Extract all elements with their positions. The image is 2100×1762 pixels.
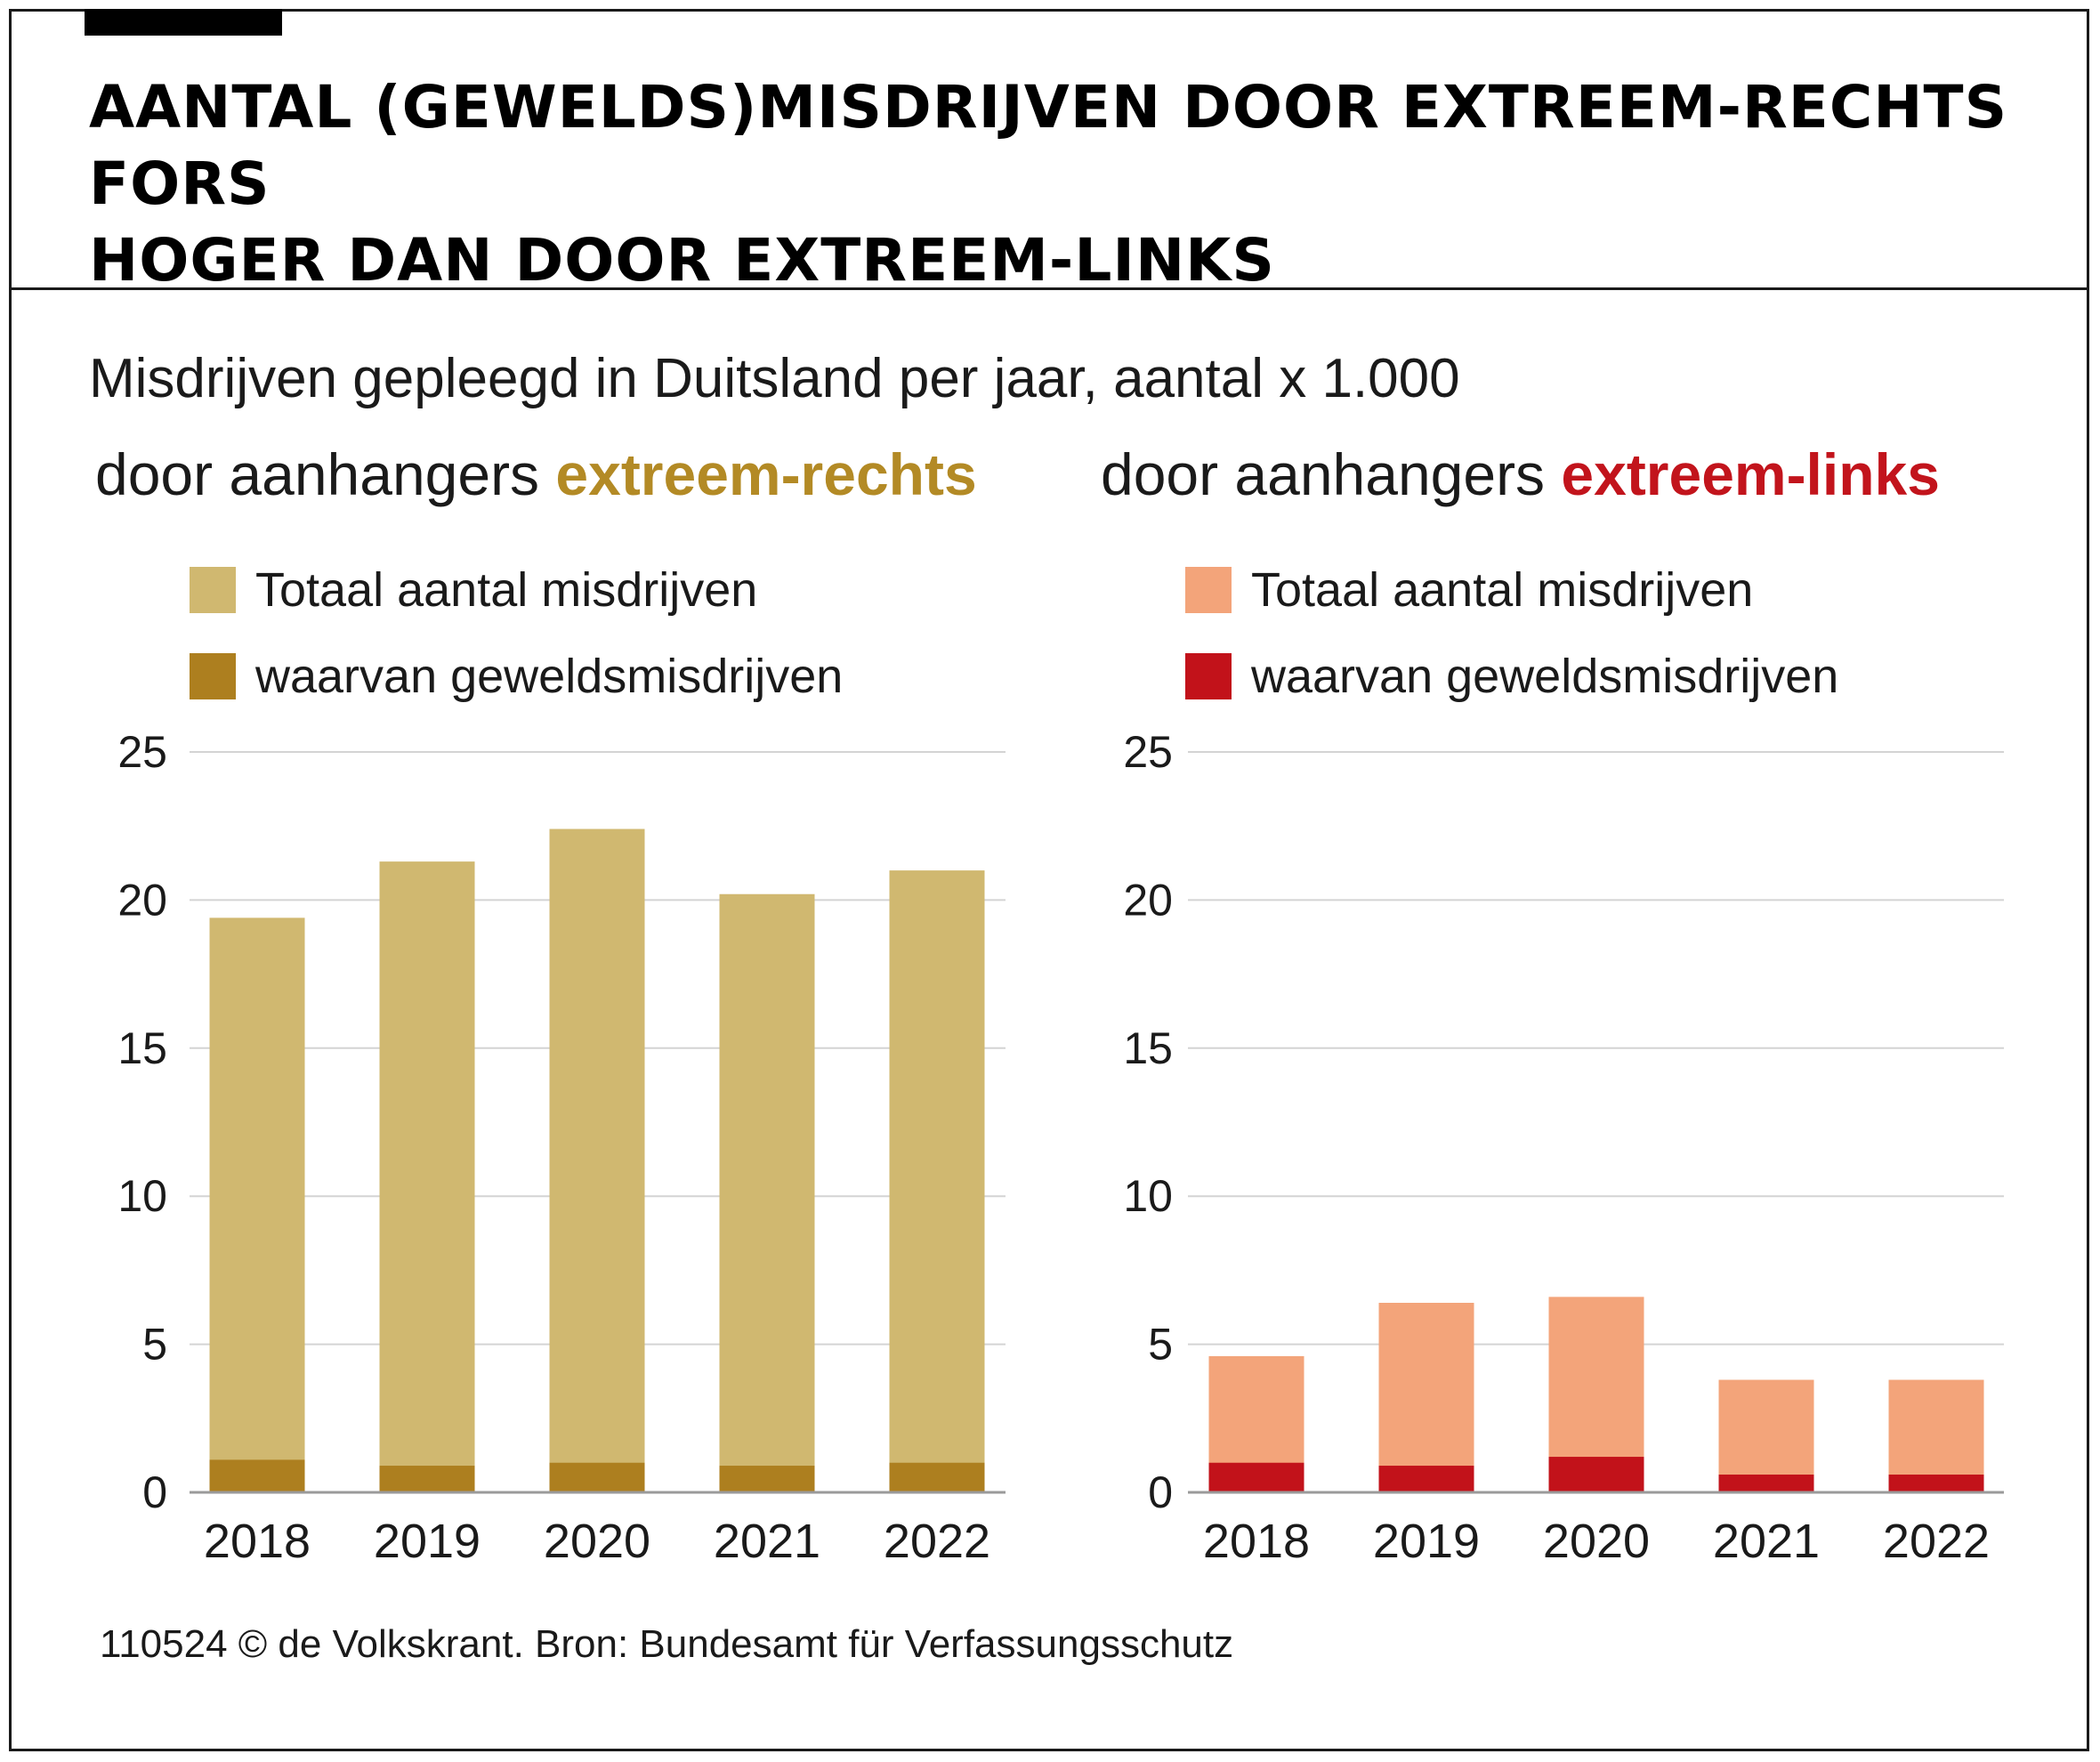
y-tick-label: 20	[1123, 875, 1173, 925]
x-tick-label: 2018	[1203, 1515, 1310, 1568]
legend-label-violent: waarvan geweldsmisdrijven	[1251, 650, 1839, 703]
legend-label-violent: waarvan geweldsmisdrijven	[255, 650, 844, 703]
legend-swatch-violent	[190, 653, 236, 699]
bar-violent-2020	[549, 1462, 645, 1492]
legend-swatch-total	[1185, 567, 1232, 613]
bar-total-2021	[719, 893, 815, 1492]
chart-title-line: HOGER DAN DOOR EXTREEM-LINKS	[89, 226, 1275, 295]
legend-total-left: Totaal aantal misdrijven	[1185, 563, 1753, 617]
legend-violent-left: waarvan geweldsmisdrijven	[1185, 650, 1838, 703]
chart-subtitle: Misdrijven gepleegd in Duitsland per jaa…	[89, 348, 1460, 409]
y-tick-label: 20	[117, 875, 167, 925]
bar-violent-2022	[889, 1462, 985, 1492]
y-tick-label: 5	[142, 1320, 167, 1370]
panel-heading-accent: extreem-rechts	[555, 441, 977, 507]
legend-violent-right: waarvan geweldsmisdrijven	[190, 650, 843, 703]
bar-total-2022	[1888, 1379, 1984, 1492]
y-tick-label: 10	[117, 1171, 167, 1221]
bar-violent-2021	[719, 1466, 815, 1492]
x-tick-label: 2021	[1713, 1515, 1820, 1568]
bar-violent-2018	[1208, 1462, 1304, 1492]
chart-title: AANTAL (GEWELDS)MISDRIJVEN DOOR EXTREEM-…	[89, 69, 2064, 299]
legend-swatch-total	[190, 567, 236, 613]
y-tick-label: 5	[1148, 1320, 1173, 1370]
panel-heading-extreem-rechts: door aanhangers extreem-rechts	[95, 438, 977, 511]
panel-heading-prefix: door aanhangers	[95, 441, 540, 507]
x-tick-label: 2021	[714, 1515, 820, 1568]
y-tick-label: 0	[142, 1467, 167, 1517]
title-divider	[9, 287, 2089, 290]
x-tick-label: 2020	[544, 1515, 650, 1568]
bar-total-2018	[209, 917, 305, 1492]
y-tick-label: 10	[1123, 1171, 1173, 1221]
bar-violent-2020	[1548, 1457, 1644, 1492]
bar-violent-2021	[1718, 1475, 1814, 1492]
y-tick-label: 25	[117, 727, 167, 777]
x-tick-label: 2019	[1373, 1515, 1480, 1568]
bar-total-2022	[889, 870, 985, 1492]
legend-total-right: Totaal aantal misdrijven	[190, 563, 757, 617]
y-tick-label: 25	[1123, 727, 1173, 777]
bar-violent-2019	[1378, 1466, 1474, 1492]
chart-title-line: AANTAL (GEWELDS)MISDRIJVEN DOOR EXTREEM-…	[89, 73, 2008, 218]
y-tick-label: 15	[1123, 1023, 1173, 1073]
x-tick-label: 2019	[374, 1515, 481, 1568]
x-tick-label: 2020	[1543, 1515, 1650, 1568]
header-tab-bar	[85, 9, 282, 36]
bar-violent-2018	[209, 1459, 305, 1492]
y-tick-label: 0	[1148, 1467, 1173, 1517]
bar-total-2020	[549, 828, 645, 1492]
panel-heading-prefix: door aanhangers	[1101, 441, 1546, 507]
x-tick-label: 2022	[1883, 1515, 1990, 1568]
x-tick-label: 2022	[884, 1515, 990, 1568]
source-footer: 110524 © de Volkskrant. Bron: Bundesamt …	[100, 1622, 1234, 1666]
legend-label-total: Totaal aantal misdrijven	[255, 563, 758, 617]
legend-label-total: Totaal aantal misdrijven	[1251, 563, 1754, 617]
legend-swatch-violent	[1185, 653, 1232, 699]
panel-heading-accent: extreem-links	[1561, 441, 1940, 507]
bar-violent-2022	[1888, 1475, 1984, 1492]
graphic-frame	[9, 9, 2089, 1751]
bar-total-2019	[379, 861, 475, 1492]
y-tick-label: 15	[117, 1023, 167, 1073]
bar-total-2021	[1718, 1379, 1814, 1492]
bar-violent-2019	[379, 1466, 475, 1492]
bar-total-2019	[1378, 1303, 1474, 1492]
x-tick-label: 2018	[204, 1515, 311, 1568]
panel-heading-extreem-links: door aanhangers extreem-links	[1101, 438, 1940, 511]
